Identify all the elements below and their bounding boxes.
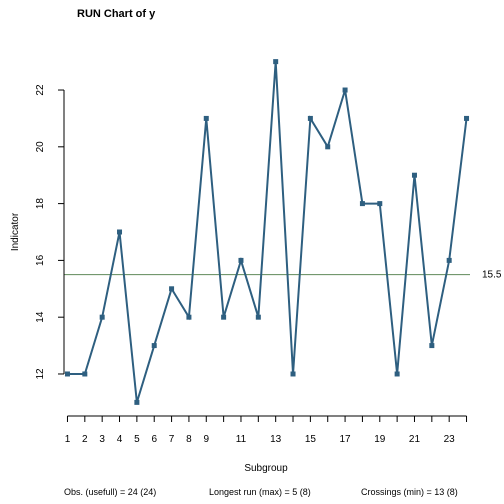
x-tick-label: 17 (340, 434, 352, 445)
data-point (290, 371, 296, 377)
data-point (325, 144, 331, 150)
x-tick-label: 3 (99, 434, 105, 445)
y-tick-label: 18 (35, 198, 46, 210)
x-tick-label: 8 (186, 434, 192, 445)
series-group (64, 59, 470, 405)
center-line-label: 15.5 (482, 270, 502, 281)
data-point (99, 314, 105, 320)
x-tick-label: 6 (151, 434, 157, 445)
longest-run-footer: Longest run (max) = 5 (8) (209, 487, 311, 497)
x-tick-label: 19 (374, 434, 386, 445)
data-point (429, 343, 435, 349)
x-tick-label: 9 (203, 434, 209, 445)
x-tick-label: 2 (82, 434, 88, 445)
data-point (64, 371, 70, 377)
data-point (359, 201, 365, 207)
x-tick-label: 15 (305, 434, 317, 445)
x-tick-label: 23 (444, 434, 456, 445)
data-point (255, 314, 261, 320)
x-tick-label: 4 (117, 434, 123, 445)
x-tick-label: 13 (270, 434, 282, 445)
obs-footer: Obs. (usefull) = 24 (24) (64, 487, 156, 497)
y-tick-label: 12 (35, 368, 46, 380)
y-axis-label: Indicator (10, 212, 21, 251)
y-tick-label: 20 (35, 141, 46, 153)
series-line (67, 61, 468, 403)
center-line-group: 15.5 (64, 270, 502, 281)
y-tick-label: 22 (35, 84, 46, 96)
data-point (186, 314, 192, 320)
data-point (411, 172, 417, 178)
data-point (307, 115, 313, 121)
data-point (464, 115, 470, 121)
y-tick-label: 16 (35, 254, 46, 266)
x-tick-label: 5 (134, 434, 140, 445)
x-axis-label: Subgroup (244, 463, 288, 474)
data-point (394, 371, 400, 377)
x-tick-label: 11 (236, 434, 247, 445)
chart-title: RUN Chart of y (77, 8, 156, 20)
data-point (342, 87, 348, 93)
data-point (273, 59, 279, 65)
data-point (221, 314, 227, 320)
data-point (82, 371, 88, 377)
crossings-footer: Crossings (min) = 13 (8) (361, 487, 458, 497)
data-point (169, 286, 175, 292)
data-point (117, 229, 123, 235)
y-tick-label: 14 (35, 311, 46, 323)
data-point (151, 343, 157, 349)
data-point (238, 257, 244, 263)
x-tick-label: 21 (409, 434, 421, 445)
x-tick-label: 1 (65, 434, 71, 445)
data-point (134, 399, 140, 405)
x-tick-label: 7 (169, 434, 175, 445)
data-point (377, 201, 383, 207)
data-point (446, 257, 452, 263)
data-point (203, 115, 209, 121)
